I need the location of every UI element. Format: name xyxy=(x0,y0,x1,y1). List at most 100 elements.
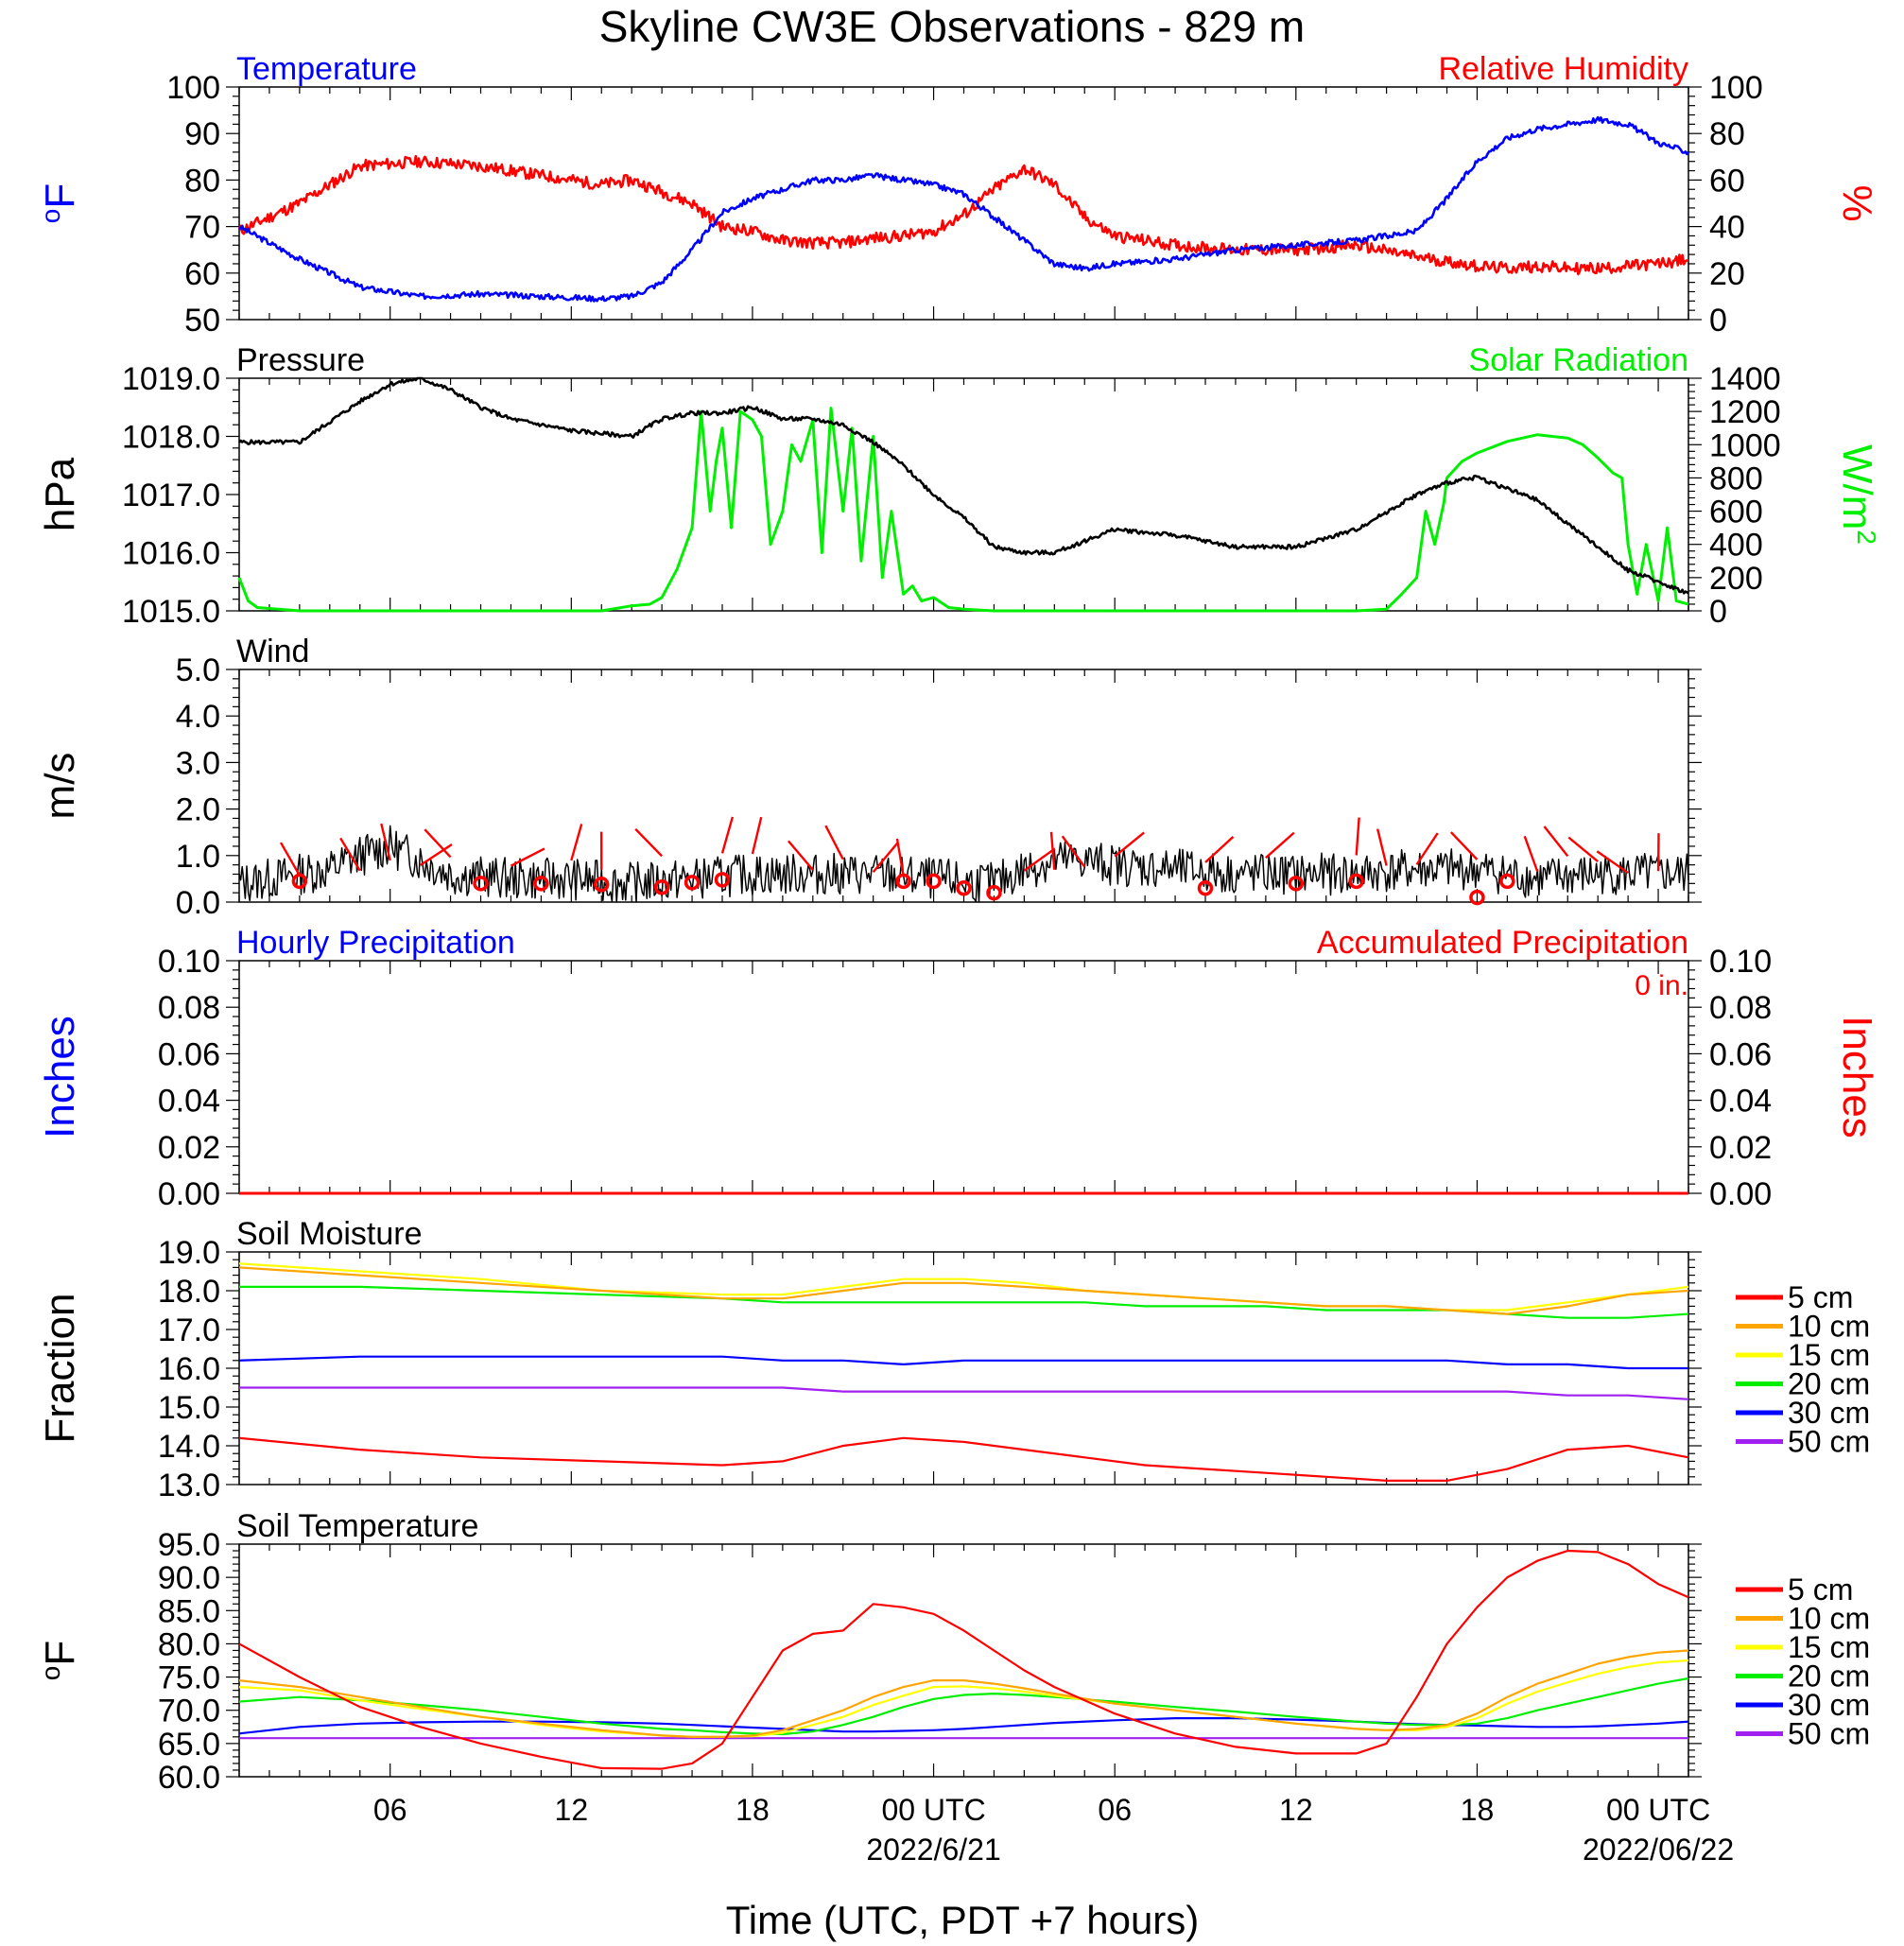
wind-title-left: Wind xyxy=(236,634,309,669)
wind-barb xyxy=(1114,831,1145,858)
temperature-rh-y-tick-label: 50 xyxy=(184,303,220,339)
precipitation-y2-tick-label: 0.08 xyxy=(1709,990,1772,1026)
soil-moisture-30-cm-line xyxy=(238,1355,1688,1370)
pressure-solar-y2-tick-label: 1400 xyxy=(1709,361,1781,397)
soil-temperature-legend-label: 10 cm xyxy=(1788,1602,1870,1636)
wind-barb xyxy=(872,842,899,873)
pressure-solar-y2-tick-label: 600 xyxy=(1709,495,1763,530)
x-tick-label: 06 xyxy=(1098,1793,1132,1827)
soil-temperature-y-tick-label: 75.0 xyxy=(158,1660,220,1696)
wind-barb xyxy=(424,828,452,859)
wind-barb xyxy=(1543,825,1569,858)
x-tick-label: 18 xyxy=(1461,1793,1495,1827)
soil-temperature-y-axis-label: oF xyxy=(36,1641,84,1680)
calm-wind-marker xyxy=(895,873,911,890)
wind-barb xyxy=(824,825,844,860)
soil-temperature-legend-label: 30 cm xyxy=(1788,1688,1870,1722)
soil-moisture-y-tick-label: 15.0 xyxy=(158,1390,220,1426)
pressure-solar-title-left: Pressure xyxy=(236,342,365,378)
pressure-solar-y-tick-label: 1015.0 xyxy=(122,594,220,630)
calm-wind-marker xyxy=(473,876,489,892)
precipitation-y-tick-label: 0.08 xyxy=(158,990,220,1026)
soil-temperature-y-tick-label: 70.0 xyxy=(158,1694,220,1729)
soil-temperature-y-tick-label: 60.0 xyxy=(158,1760,220,1796)
temperature-rh-y-tick-label: 100 xyxy=(166,70,220,106)
soil-moisture-legend-label: 15 cm xyxy=(1788,1338,1870,1372)
soil-temperature-y-tick-label: 95.0 xyxy=(158,1527,220,1563)
soil-moisture-y-axis-label: Fraction xyxy=(37,1294,83,1444)
calm-wind-marker xyxy=(956,879,972,896)
temperature-rh-y2-axis-label: % xyxy=(1834,184,1880,221)
soil-moisture-legend-label: 30 cm xyxy=(1788,1396,1870,1430)
x-tick-label: 18 xyxy=(736,1793,770,1827)
wind-y-tick-label: 5.0 xyxy=(176,652,220,688)
soil-temperature-legend-label: 50 cm xyxy=(1788,1717,1870,1751)
x-date-label: 2022/6/21 xyxy=(866,1833,1000,1867)
precipitation-y2-tick-label: 0.04 xyxy=(1709,1084,1772,1120)
calm-wind-marker xyxy=(1197,879,1214,896)
soil-temperature-legend-label: 5 cm xyxy=(1788,1572,1853,1607)
wind-barb xyxy=(1061,835,1086,868)
precipitation-title-left: Hourly Precipitation xyxy=(236,925,515,961)
temperature-rh-y2-tick-label: 60 xyxy=(1709,163,1745,199)
wind-barb xyxy=(787,840,814,871)
wind-barb xyxy=(1415,832,1439,866)
soil-moisture-10-cm-line xyxy=(238,1266,1689,1315)
wind-barb xyxy=(1265,831,1295,860)
precipitation-y-axis-label: Inches xyxy=(37,1016,83,1138)
precipitation-total-label: 0 in. xyxy=(1635,970,1688,1001)
pressure-solar-y-tick-label: 1018.0 xyxy=(122,420,220,456)
wind-y-tick-label: 1.0 xyxy=(176,839,220,875)
soil-moisture-legend-label: 50 cm xyxy=(1788,1425,1870,1459)
temperature-rh-title-right: Relative Humidity xyxy=(1438,51,1688,87)
soil-temperature-10-cm-line xyxy=(238,1649,1689,1738)
temperature-rh-plot-frame xyxy=(238,86,1689,321)
wind-barb xyxy=(1204,836,1235,863)
wind-barb xyxy=(1049,831,1056,870)
precipitation-y-tick-label: 0.10 xyxy=(158,944,220,980)
soil-temperature-5-cm-line xyxy=(238,1549,1689,1770)
wind-speed-line xyxy=(238,825,1689,903)
soil-moisture-y-tick-label: 16.0 xyxy=(158,1351,220,1387)
x-date-label: 2022/06/22 xyxy=(1583,1833,1734,1867)
calm-wind-marker xyxy=(594,877,610,893)
pressure-solar-y-tick-label: 1019.0 xyxy=(122,361,220,397)
soil-temperature-y-tick-label: 85.0 xyxy=(158,1593,220,1629)
wind-y-tick-label: 0.0 xyxy=(176,885,220,921)
solar-radiation-line xyxy=(237,407,1689,613)
x-tick-label: 00 UTC xyxy=(1606,1793,1710,1827)
pressure-solar-y2-tick-label: 0 xyxy=(1709,594,1727,630)
soil-temperature-y-tick-label: 65.0 xyxy=(158,1727,220,1763)
calm-wind-marker xyxy=(291,873,308,890)
wind-barb xyxy=(634,827,663,858)
soil-moisture-legend-label: 20 cm xyxy=(1788,1367,1870,1401)
temperature-rh-y-tick-label: 90 xyxy=(184,116,220,152)
temperature-line xyxy=(238,115,1690,303)
wind-plot-frame xyxy=(238,669,1689,903)
pressure-solar-y2-axis-label: W/m2 xyxy=(1834,444,1882,545)
pressure-solar-title-right: Solar Radiation xyxy=(1469,342,1688,378)
wind-barb xyxy=(1023,847,1056,872)
pressure-solar-y-axis-label: hPa xyxy=(37,457,83,531)
precipitation-y2-tick-label: 0.06 xyxy=(1709,1036,1772,1072)
pressure-solar-y-tick-label: 1016.0 xyxy=(122,536,220,572)
soil-temperature-title-left: Soil Temperature xyxy=(236,1508,478,1544)
soil-moisture-legend-label: 5 cm xyxy=(1788,1280,1853,1314)
wind-barb xyxy=(339,837,361,872)
soil-moisture-y-tick-label: 17.0 xyxy=(158,1312,220,1348)
wind-barb xyxy=(751,816,763,855)
soil-moisture-legend-label: 10 cm xyxy=(1788,1310,1870,1344)
wind-y-tick-label: 3.0 xyxy=(176,745,220,781)
wind-y-tick-label: 4.0 xyxy=(176,699,220,735)
precipitation-y-tick-label: 0.02 xyxy=(158,1130,220,1166)
calm-wind-marker xyxy=(653,879,670,895)
temperature-rh-title-left: Temperature xyxy=(236,51,417,87)
calm-wind-marker xyxy=(1499,873,1515,890)
precipitation-y2-axis-label: Inches xyxy=(1834,1016,1880,1138)
calm-wind-marker xyxy=(1469,889,1485,906)
calm-wind-marker xyxy=(533,876,549,892)
precipitation-title-right: Accumulated Precipitation xyxy=(1317,925,1688,961)
calm-wind-marker xyxy=(926,873,942,890)
temperature-rh-y2-tick-label: 100 xyxy=(1709,70,1763,106)
